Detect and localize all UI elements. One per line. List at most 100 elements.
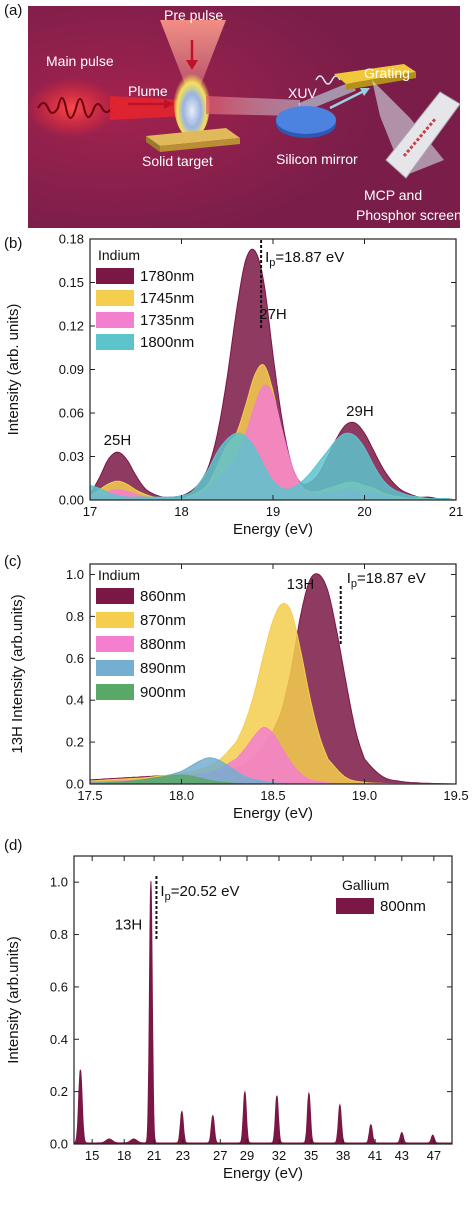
- ip-label-sub: p: [269, 257, 275, 269]
- legend-title: Indium: [98, 247, 140, 263]
- pre-pulse-arrowhead: [186, 60, 198, 70]
- label-grating: Grating: [364, 65, 410, 81]
- x-tick-label: 18.0: [169, 788, 194, 803]
- ip-label: Ip=18.87 eV: [347, 570, 426, 590]
- legend-label-1745nm: 1745nm: [140, 290, 194, 307]
- legend-swatch-1735nm: [96, 312, 134, 328]
- label-plume: Plume: [128, 83, 168, 99]
- mcp-screen: [385, 91, 461, 179]
- xuv-beam: [206, 96, 300, 116]
- x-axis-title: Energy (eV): [223, 1165, 303, 1182]
- legend-label-890nm: 890nm: [140, 660, 186, 677]
- x-tick-label: 21: [147, 1148, 161, 1163]
- x-tick-label: 18: [117, 1148, 131, 1163]
- legend-swatch-890nm: [96, 660, 134, 676]
- silicon-mirror-top: [276, 106, 336, 134]
- phosphor-spectrum: [402, 117, 438, 157]
- x-tick-label: 27: [213, 1148, 227, 1163]
- chart-b: (b) 0.00 0.03 0.06 0.09 0.12 0.15 0.18 17 18 19 20 2…: [4, 232, 463, 538]
- panel-a: (a): [0, 0, 474, 232]
- grating-top: [334, 64, 416, 84]
- series-area-870nm: [89, 602, 456, 785]
- legend-swatch-900nm: [96, 684, 134, 700]
- harmonic-label: 25H: [104, 432, 132, 449]
- harmonic-label: 13H: [287, 576, 315, 593]
- legend-swatch-1780nm: [96, 268, 134, 284]
- label-main-pulse: Main pulse: [46, 53, 114, 69]
- setup-illustration: Pre pulse Main pulse Plume XUV Grating S…: [26, 6, 462, 228]
- y-tick-label: 0.06: [59, 406, 84, 421]
- y-tick-label: 0.00: [59, 493, 84, 508]
- x-tick-label: 17.5: [77, 788, 102, 803]
- main-pulse-waveform: [37, 97, 113, 119]
- ip-label-sub: p: [351, 578, 357, 590]
- harmonic-label: 27H: [259, 306, 287, 323]
- x-tick-label: 41: [368, 1148, 382, 1163]
- harmonic-label: 29H: [346, 403, 374, 420]
- grating-front: [346, 72, 416, 90]
- ip-label: Ip=20.52 eV: [160, 883, 239, 903]
- x-tick-label: 32: [272, 1148, 286, 1163]
- x-tick-label: 15: [85, 1148, 99, 1163]
- panel-letter: (b): [4, 235, 22, 252]
- series-area-800nm: [73, 881, 453, 1145]
- label-mcp-line1: MCP and: [364, 187, 422, 203]
- xuv-arrowhead: [360, 88, 370, 96]
- ip-label-value: =18.87 eV: [275, 249, 344, 266]
- x-tick-label: 18: [174, 504, 188, 519]
- xuv-wave: [315, 75, 341, 85]
- x-tick-label: 38: [336, 1148, 350, 1163]
- label-xuv: XUV: [288, 85, 317, 101]
- x-axis-title: Energy (eV): [233, 805, 313, 822]
- label-mcp-line2: Phosphor screen: [356, 207, 462, 223]
- panel-letter: (c): [4, 553, 22, 570]
- y-tick-label: 0.6: [66, 651, 84, 666]
- x-tick-label: 21: [449, 504, 463, 519]
- legend-label-1800nm: 1800nm: [140, 334, 194, 351]
- x-tick-label: 43: [395, 1148, 409, 1163]
- ip-label-sub: p: [165, 891, 171, 903]
- legend-swatch-880nm: [96, 636, 134, 652]
- series-area-880nm: [89, 726, 456, 785]
- chart-d: (d) 0.0 0.2 0.4 0.6 0.8 1.0 15 18 21 23 27 29 32 35 38 4…: [4, 837, 453, 1182]
- legend-title: Indium: [98, 567, 140, 583]
- y-tick-label: 0.0: [50, 1137, 68, 1152]
- x-tick-label: 17: [83, 504, 97, 519]
- x-axis-title: Energy (eV): [233, 521, 313, 538]
- plot-frame: [73, 855, 453, 1145]
- legend-label-880nm: 880nm: [140, 636, 186, 653]
- legend-swatch-860nm: [96, 588, 134, 604]
- ip-label-prefix: I: [160, 883, 164, 900]
- ip-label-value: =18.87 eV: [357, 570, 426, 587]
- chart-c: (c) 0.0 0.2 0.4 0.6 0.8 1.0 17.5 18.0 18.5 19.0 19.…: [4, 553, 469, 822]
- label-pre-pulse: Pre pulse: [164, 7, 223, 23]
- y-axis-title: 13H Intensity (arb.units): [9, 594, 26, 753]
- plume-shape: [174, 70, 210, 138]
- legend-label-860nm: 860nm: [140, 588, 186, 605]
- legend-label-1780nm: 1780nm: [140, 268, 194, 285]
- y-tick-label: 0.0: [66, 777, 84, 792]
- y-tick-label: 1.0: [50, 875, 68, 890]
- legend-swatch-870nm: [96, 612, 134, 628]
- series-area-1800nm: [89, 432, 457, 501]
- panel-a-letter-overlay: (a): [4, 2, 23, 19]
- ip-label-prefix: I: [265, 249, 269, 266]
- y-tick-label: 0.8: [50, 927, 68, 942]
- main-pulse-glow: [26, 78, 118, 138]
- ip-label-prefix: I: [347, 570, 351, 587]
- solid-target-top: [146, 128, 240, 146]
- y-tick-label: 0.18: [59, 232, 84, 247]
- y-tick-label: 0.15: [59, 275, 84, 290]
- y-axis-title: Intensity (arb.units): [5, 936, 22, 1064]
- x-tick-label: 19.5: [443, 788, 468, 803]
- label-solid-target: Solid target: [142, 153, 213, 169]
- diffracted-beam: [372, 80, 444, 176]
- y-tick-label: 0.4: [50, 1032, 68, 1047]
- x-tick-label: 20: [357, 504, 371, 519]
- main-pulse-arrowhead: [164, 99, 174, 109]
- xuv-arrow: [329, 88, 367, 110]
- y-tick-label: 1.0: [66, 567, 84, 582]
- y-axis-title: Intensity (arb. units): [5, 304, 22, 436]
- y-tick-label: 0.09: [59, 362, 84, 377]
- legend-swatch-1800nm: [96, 334, 134, 350]
